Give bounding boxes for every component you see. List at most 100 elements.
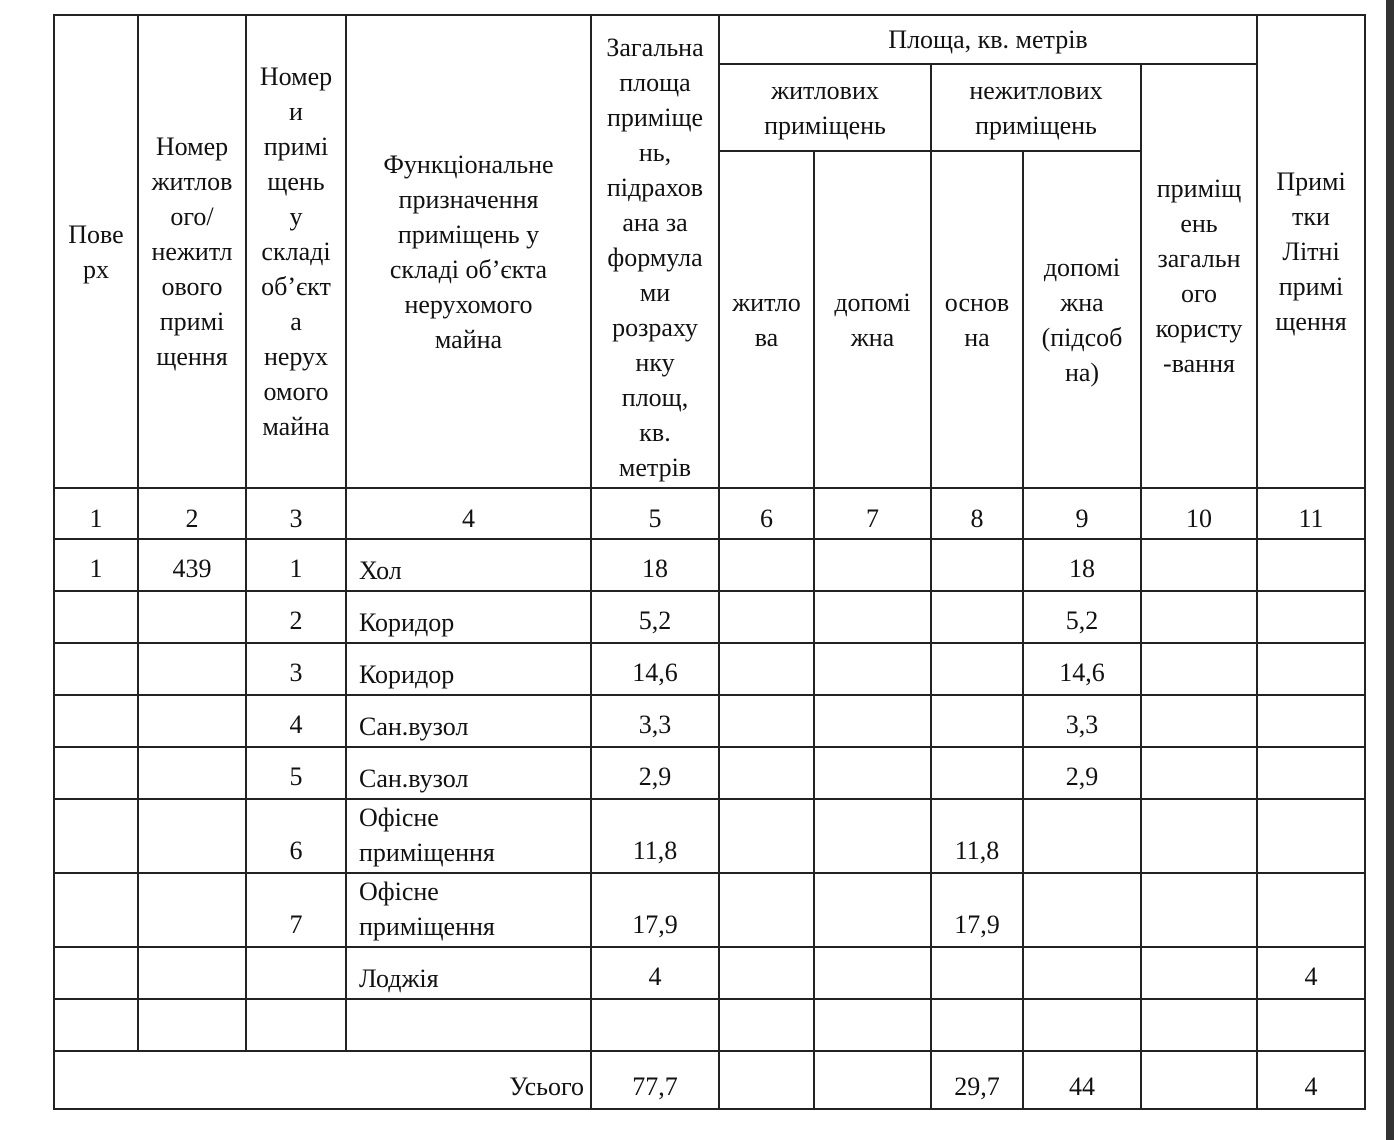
room-function-cell: Сан.вузол <box>345 746 592 800</box>
table-cell <box>1256 798 1367 874</box>
table-row: 3 Коридор 14,6 14,6 <box>53 642 1367 696</box>
table-cell <box>245 998 347 1052</box>
table-cell <box>245 946 347 1000</box>
header-function: Функціональне призначення приміщень у ск… <box>345 14 592 489</box>
table-cell <box>813 946 932 1000</box>
table-cell <box>53 642 139 696</box>
table-cell <box>137 798 247 874</box>
table-cell <box>137 694 247 748</box>
header-nonresidential: нежитлових приміщень <box>930 63 1142 152</box>
table-cell: 11,8 <box>590 798 720 874</box>
table-cell <box>53 946 139 1000</box>
table-cell: 11,8 <box>930 798 1024 874</box>
column-number: 8 <box>930 487 1024 540</box>
table-cell <box>718 798 815 874</box>
column-number: 9 <box>1022 487 1142 540</box>
table-cell: 4 <box>590 946 720 1000</box>
table-cell: 5,2 <box>590 590 720 644</box>
table-cell: 17,9 <box>930 872 1024 948</box>
table-cell <box>813 538 932 592</box>
total-value: 44 <box>1022 1050 1142 1110</box>
table-cell <box>1139 798 1259 874</box>
header-common: приміщ ень загальн ого користу -вання <box>1139 63 1259 489</box>
table-cell <box>590 998 720 1052</box>
table-row <box>53 998 1367 1052</box>
table-cell <box>1022 946 1142 1000</box>
table-cell: 18 <box>1022 538 1142 592</box>
header-unit-number: Номер житлов ого/ нежитл ового примі щен… <box>137 14 247 489</box>
column-number: 3 <box>245 487 347 540</box>
table-cell <box>930 694 1024 748</box>
header-res-living: житло ва <box>718 150 815 489</box>
table-cell <box>1139 746 1259 800</box>
table-cell <box>718 872 815 948</box>
table-cell: 1 <box>245 538 347 592</box>
table-cell <box>930 746 1024 800</box>
table-cell <box>53 746 139 800</box>
room-function-cell: Офісне приміщення <box>345 798 592 874</box>
table-cell <box>137 946 247 1000</box>
table-cell <box>1022 798 1142 874</box>
table-cell: 2,9 <box>590 746 720 800</box>
table-cell <box>813 746 932 800</box>
table-cell: 439 <box>137 538 247 592</box>
table-cell <box>718 998 815 1052</box>
table-cell <box>718 642 815 696</box>
column-number: 6 <box>718 487 815 540</box>
room-function-cell: Лоджія <box>345 946 592 1000</box>
table-cell <box>137 998 247 1052</box>
table-cell: 17,9 <box>590 872 720 948</box>
header-res-aux: допомі жна <box>813 150 932 489</box>
table-cell <box>930 590 1024 644</box>
table-row: 6 Офісне приміщення 11,8 11,8 <box>53 798 1367 874</box>
table-cell <box>930 538 1024 592</box>
column-number: 1 <box>53 487 139 540</box>
room-function-cell <box>345 998 592 1052</box>
table-cell <box>1139 642 1259 696</box>
table-cell <box>813 590 932 644</box>
table-cell <box>930 998 1024 1052</box>
table-row: 5 Сан.вузол 2,9 2,9 <box>53 746 1367 800</box>
room-area-table: Пове рх Номер житлов ого/ нежитл ового п… <box>53 14 1367 1110</box>
table-cell <box>1256 694 1367 748</box>
header-notes: Примі тки Літні примі щення <box>1256 14 1367 489</box>
table-cell <box>1139 590 1259 644</box>
room-function-cell: Офісне приміщення <box>345 872 592 948</box>
room-function-cell: Сан.вузол <box>345 694 592 748</box>
table-cell <box>137 872 247 948</box>
table-cell: 18 <box>590 538 720 592</box>
table-cell <box>53 798 139 874</box>
table-cell <box>137 642 247 696</box>
table-cell <box>1256 538 1367 592</box>
table-cell <box>813 642 932 696</box>
table-cell <box>1139 538 1259 592</box>
table-row: 4 Сан.вузол 3,3 3,3 <box>53 694 1367 748</box>
header-area-group: Площа, кв. метрів <box>717 14 1259 65</box>
scan-edge <box>1386 0 1394 1140</box>
table-cell: 4 <box>1256 946 1367 1000</box>
table-cell <box>1139 946 1259 1000</box>
table-cell <box>137 590 247 644</box>
room-function-cell: Коридор <box>345 590 592 644</box>
table-cell <box>813 872 932 948</box>
column-number-row: 1 2 3 4 5 6 7 8 9 10 11 <box>53 487 1367 540</box>
table-cell: 7 <box>245 872 347 948</box>
total-value <box>1139 1050 1259 1110</box>
table-cell <box>53 872 139 948</box>
table-cell <box>1139 998 1259 1052</box>
room-function-cell: Коридор <box>345 642 592 696</box>
table-cell <box>718 746 815 800</box>
total-value <box>718 1050 815 1110</box>
table-cell <box>718 538 815 592</box>
table-row: 2 Коридор 5,2 5,2 <box>53 590 1367 644</box>
table-cell <box>813 998 932 1052</box>
table-cell: 2,9 <box>1022 746 1142 800</box>
table-cell <box>1256 642 1367 696</box>
table-cell <box>137 746 247 800</box>
column-number: 5 <box>590 487 720 540</box>
room-function-cell: Хол <box>345 538 592 592</box>
total-value: 77,7 <box>590 1050 720 1110</box>
header-nonres-aux: допомі жна (підсоб на) <box>1022 150 1142 489</box>
table-cell <box>53 694 139 748</box>
table-cell <box>813 694 932 748</box>
